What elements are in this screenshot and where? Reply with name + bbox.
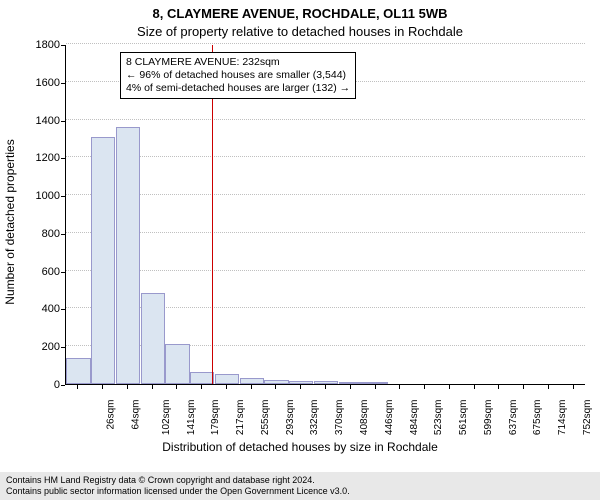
gridline	[66, 194, 585, 195]
y-tick-label: 800	[24, 228, 60, 240]
bar	[314, 381, 338, 384]
gridline	[66, 119, 585, 120]
y-tick-mark	[61, 385, 65, 386]
annotation-line: 8 CLAYMERE AVENUE: 232sqm	[126, 56, 350, 69]
x-tick-label: 637sqm	[508, 400, 519, 436]
bar	[215, 374, 239, 384]
x-tick-mark	[449, 385, 450, 389]
x-tick-mark	[127, 385, 128, 389]
page-title: 8, CLAYMERE AVENUE, ROCHDALE, OL11 5WB	[0, 6, 600, 21]
gridline	[66, 232, 585, 233]
x-tick-label: 408sqm	[359, 400, 370, 436]
y-tick-label: 400	[24, 303, 60, 315]
x-tick-mark	[399, 385, 400, 389]
gridline	[66, 43, 585, 44]
bar	[240, 378, 264, 384]
x-tick-label: 332sqm	[310, 400, 321, 436]
x-tick-label: 102sqm	[161, 400, 172, 436]
x-tick-mark	[548, 385, 549, 389]
bar	[116, 127, 140, 384]
x-tick-label: 561sqm	[458, 400, 469, 436]
x-tick-label: 293sqm	[285, 400, 296, 436]
x-tick-label: 141sqm	[186, 400, 197, 436]
x-tick-label: 370sqm	[334, 400, 345, 436]
x-tick-mark	[498, 385, 499, 389]
x-tick-label: 714sqm	[557, 400, 568, 436]
x-tick-mark	[573, 385, 574, 389]
y-axis-label: Number of detached properties	[3, 139, 17, 304]
bar	[363, 382, 387, 384]
x-tick-label: 523sqm	[433, 400, 444, 436]
bar	[141, 293, 165, 384]
x-tick-mark	[300, 385, 301, 389]
footer: Contains HM Land Registry data © Crown c…	[0, 472, 600, 500]
y-tick-label: 1400	[24, 115, 60, 127]
x-tick-mark	[424, 385, 425, 389]
y-tick-label: 1200	[24, 152, 60, 164]
y-tick-label: 1800	[24, 39, 60, 51]
x-tick-mark	[77, 385, 78, 389]
bar	[91, 137, 115, 384]
x-tick-label: 179sqm	[211, 400, 222, 436]
bar	[339, 382, 363, 384]
y-tick-label: 1000	[24, 190, 60, 202]
x-tick-mark	[251, 385, 252, 389]
annotation-line: 4% of semi-detached houses are larger (1…	[126, 82, 350, 95]
x-tick-mark	[275, 385, 276, 389]
x-tick-mark	[201, 385, 202, 389]
x-tick-label: 446sqm	[384, 400, 395, 436]
bar	[165, 344, 189, 384]
x-tick-mark	[176, 385, 177, 389]
footer-line: Contains HM Land Registry data © Crown c…	[6, 475, 594, 486]
y-tick-label: 1600	[24, 77, 60, 89]
annotation-box: 8 CLAYMERE AVENUE: 232sqm ← 96% of detac…	[120, 52, 356, 99]
x-tick-label: 675sqm	[532, 400, 543, 436]
x-tick-mark	[350, 385, 351, 389]
x-tick-mark	[523, 385, 524, 389]
x-tick-label: 217sqm	[235, 400, 246, 436]
x-tick-label: 752sqm	[582, 400, 593, 436]
x-tick-mark	[375, 385, 376, 389]
x-tick-mark	[474, 385, 475, 389]
y-tick-label: 200	[24, 341, 60, 353]
x-axis-label: Distribution of detached houses by size …	[0, 440, 600, 454]
annotation-line: ← 96% of detached houses are smaller (3,…	[126, 69, 350, 82]
x-tick-label: 26sqm	[106, 400, 117, 430]
bar	[190, 372, 214, 384]
bar	[66, 358, 90, 384]
x-tick-mark	[226, 385, 227, 389]
footer-line: Contains public sector information licen…	[6, 486, 594, 497]
bar	[289, 381, 313, 384]
x-tick-mark	[325, 385, 326, 389]
x-tick-label: 599sqm	[483, 400, 494, 436]
gridline	[66, 156, 585, 157]
page-subtitle: Size of property relative to detached ho…	[0, 24, 600, 39]
x-tick-label: 255sqm	[260, 400, 271, 436]
bar	[264, 380, 288, 384]
x-tick-label: 64sqm	[131, 400, 142, 430]
x-tick-label: 484sqm	[409, 400, 420, 436]
x-tick-mark	[152, 385, 153, 389]
gridline	[66, 270, 585, 271]
y-tick-label: 600	[24, 266, 60, 278]
x-tick-mark	[102, 385, 103, 389]
y-tick-label: 0	[24, 379, 60, 391]
